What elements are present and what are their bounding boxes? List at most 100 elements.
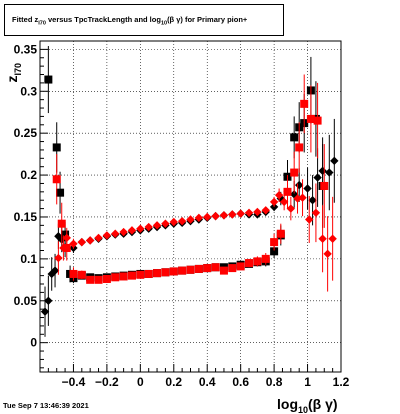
timestamp: Tue Sep 7 13:46:39 2021 [3,401,89,410]
data-point-square [56,188,65,197]
data-point-square [57,219,66,228]
data-point-square [283,187,292,196]
data-point-square [69,269,78,278]
data-point-diamond [313,173,322,182]
data-point-diamond [194,213,204,223]
axes: −0.4 −0.2 0 0.2 0.4 0.6 0.8 1 1.2 0 0.05 0.1 0.15 0.2… [4,40,350,414]
data-point-diamond [111,229,120,238]
data-point-diamond [136,224,145,233]
data-point-square [62,243,71,252]
data-point-square [136,270,145,279]
y-tick-label: 0.1 [20,252,37,266]
grid [40,41,342,372]
y-tick-label: 0.25 [14,126,38,140]
data-point-diamond [328,234,337,243]
data-point-diamond [69,239,78,248]
data-point-diamond [244,208,254,217]
plot-title: Fitted zI70 versus TpcTrackLength and lo… [4,4,284,36]
data-point-square [300,99,309,108]
data-point-diamond [119,227,128,237]
title-pre: Fitted z [12,15,39,24]
data-point-diamond [85,236,95,245]
data-point-square [44,75,53,84]
data-point-square [194,264,203,273]
data-point-square [290,133,299,142]
data-point-square [186,265,195,274]
data-point-diamond [144,222,153,232]
data-point-square [77,270,86,279]
data-point-square [144,269,153,278]
data-point-diamond [236,209,245,218]
data-point-square [169,267,178,276]
data-point-square [236,262,245,271]
x-tick-label: 0.6 [232,375,249,389]
data-point-diamond [219,211,229,220]
data-point-square [228,264,237,273]
data-point-diamond [305,215,314,224]
y-tick-label: 0 [30,336,37,350]
data-point-square [161,268,170,277]
data-point-diamond [311,208,321,217]
data-point-diamond [94,233,103,243]
y-tick-label: 0.3 [20,84,37,98]
data-point-square [313,116,322,125]
data-point-square [111,273,120,282]
data-point-diamond [152,221,162,230]
data-point-square [127,271,136,280]
data-point-square [153,269,162,278]
data-point-square [178,266,187,275]
x-tick-label: −0.2 [95,375,119,389]
data-point-diamond [325,168,334,177]
data-point-diamond [274,190,284,200]
data-point-diamond [161,219,170,228]
data-point-square [52,143,61,152]
data-point-diamond [323,249,332,259]
x-axis-title: log10(β γ) [277,396,338,414]
data-point-diamond [298,193,307,202]
title-mid: versus TpcTrackLength and log [45,15,161,24]
data-point-square [52,175,61,184]
data-point-diamond [228,210,237,219]
title-sub2: 10 [160,20,168,27]
y-tick-label: 0.15 [14,210,38,224]
x-tick-label: 0.2 [165,375,182,389]
data-point-square [61,230,70,239]
data-point-diamond [261,206,270,215]
y-tick-label: 0.35 [14,42,38,56]
data-point-diamond [286,204,296,213]
data-point-diamond [50,266,60,275]
x-tick-label: 0.8 [266,375,283,389]
data-point-square [276,229,285,238]
data-point-diamond [44,296,53,305]
plot-frame [39,40,342,373]
data-point-diamond [47,269,56,279]
x-tick-label: 0 [137,375,144,389]
data-point-square [290,168,299,177]
data-point-diamond [330,156,339,166]
data-point-diamond [186,215,195,224]
data-point-diamond [40,307,50,316]
data-point-diamond [269,197,279,207]
data-point-diamond [303,184,312,193]
data-point-square [320,181,329,190]
data-point-diamond [127,226,137,235]
data-point-square [219,266,228,275]
data-point-square [306,114,315,123]
data-point-diamond [169,217,178,227]
data-point-square [261,254,270,263]
data-point-square [270,238,279,247]
data-point-square [211,263,220,272]
data-point-diamond [318,234,327,243]
data-point-diamond [253,207,262,217]
y-axis-title: zI70 [4,63,23,83]
data-point-square [245,259,254,268]
data-point-diamond [102,231,112,240]
x-tick-label: 0.4 [199,375,216,389]
data-point-diamond [308,196,317,205]
x-tick-label: 1 [304,375,311,389]
data-point-diamond [203,212,212,222]
data-point-square [270,247,279,256]
x-tick-label: −0.4 [62,375,86,389]
data-point-diamond [279,197,289,207]
data-point-square [86,275,95,284]
